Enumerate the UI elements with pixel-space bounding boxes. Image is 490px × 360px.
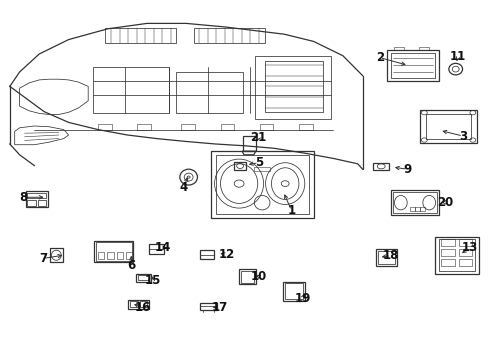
Bar [420,207,425,211]
Bar [391,53,435,78]
Bar [136,274,151,282]
Text: 12: 12 [218,248,235,261]
Bar [126,252,133,259]
Text: 5: 5 [255,156,263,169]
Bar [200,303,217,310]
Text: 8: 8 [20,191,27,204]
Bar [260,124,273,130]
Bar [27,193,46,198]
Bar [27,200,36,206]
Bar [441,259,455,266]
Bar [140,301,147,307]
Bar [393,192,437,213]
Text: 19: 19 [294,292,311,305]
Bar [98,124,112,130]
Bar [373,163,389,170]
Text: 3: 3 [459,130,467,143]
Text: 13: 13 [461,241,478,254]
Text: 10: 10 [250,270,267,283]
Bar [138,275,149,280]
Text: 20: 20 [437,196,453,209]
Bar [283,282,305,301]
Bar [98,252,104,259]
Bar [211,151,314,218]
Bar [117,252,123,259]
Bar [105,28,176,43]
Bar [441,239,455,246]
Text: 18: 18 [383,249,399,262]
Bar [149,244,164,254]
Bar [176,72,243,113]
Text: 21: 21 [250,131,267,144]
Bar [93,67,169,113]
Text: 15: 15 [145,274,161,287]
Text: 17: 17 [211,301,228,314]
Text: 2: 2 [376,51,384,64]
Bar [26,191,48,207]
Bar [50,248,63,262]
Text: 14: 14 [154,241,171,254]
Bar [265,61,323,112]
Bar [415,207,420,211]
Bar [441,249,455,256]
Bar [391,190,439,215]
Bar [234,162,246,170]
Bar [285,283,303,299]
Bar [459,249,472,256]
Bar [387,50,439,81]
Bar [130,301,138,307]
Bar [137,124,151,130]
Text: 7: 7 [39,252,47,265]
Bar [426,114,471,139]
Bar [419,47,429,50]
Bar [378,251,395,264]
Text: 4: 4 [180,181,188,194]
Bar [128,300,149,309]
Text: 6: 6 [127,259,135,272]
Bar [194,28,265,43]
Bar [394,47,404,50]
Bar [239,269,256,284]
Text: 11: 11 [450,50,466,63]
Bar [220,124,234,130]
Text: 1: 1 [288,204,295,217]
Bar [94,241,133,262]
Bar [181,124,195,130]
Bar [299,124,313,130]
Bar [376,249,397,266]
Bar [410,207,415,211]
Text: 9: 9 [404,163,412,176]
Bar [241,271,254,283]
Bar [107,252,114,259]
Bar [435,237,479,274]
Bar [38,200,46,206]
Bar [200,250,214,259]
Bar [96,242,132,261]
Bar [420,110,477,143]
Bar [243,136,256,151]
Bar [254,167,270,171]
Text: 16: 16 [135,301,151,314]
Bar [439,239,475,271]
Bar [255,56,331,119]
Bar [459,259,472,266]
Bar [216,155,309,214]
Bar [459,239,472,246]
